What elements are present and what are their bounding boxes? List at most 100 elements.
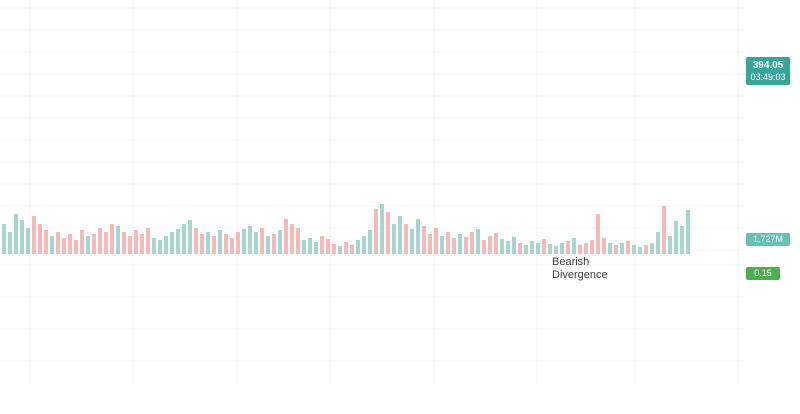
volume-bar [470,232,474,254]
volume-bar [218,230,222,254]
volume-bar [428,234,432,254]
last-price-badge: 394.05 03:49:03 [746,57,790,85]
volume-bar [614,245,618,254]
volume-bar [68,234,72,254]
volume-bar [350,245,354,254]
volume-bar [608,243,612,254]
volume-bar [260,228,264,254]
volume-bar [512,237,516,254]
volume-bar [152,238,156,254]
volume-bar [104,232,108,254]
volume-bar [158,240,162,254]
volume-bar [686,210,690,254]
volume-bar [200,234,204,254]
volume-bar [494,233,498,254]
volume-bar [224,234,228,254]
volume-bar [242,229,246,254]
volume-bar [128,236,132,254]
volume-bar [668,236,672,254]
volume-bar [446,232,450,254]
volume-bar [284,219,288,254]
volume-bar [254,232,258,254]
volume-bar [368,230,372,254]
volume-value-badge: 1.727M [746,233,790,246]
volume-bar [500,239,504,254]
volume-bar [674,221,678,254]
volume-bar [572,238,576,254]
volume-bar [146,228,150,254]
volume-bar [554,246,558,254]
volume-bar [410,229,414,254]
volume-bar [530,241,534,254]
volume-bar [332,244,336,254]
volume-bar [14,214,18,254]
volume-bar [362,236,366,254]
volume-bar [8,232,12,254]
last-price-value: 394.05 [752,60,784,72]
volume-bar [338,246,342,254]
volume-bar [74,240,78,254]
volume-bar [422,226,426,254]
volume-series [2,204,690,254]
volume-bar [536,243,540,254]
volume-bar [230,238,234,254]
volume-bar [356,240,360,254]
volume-bar [98,228,102,254]
volume-bar [2,224,6,254]
volume-bar [458,234,462,254]
volume-bar [656,232,660,254]
volume-bar [626,241,630,254]
volume-bar [176,229,180,254]
volume-bar [404,224,408,254]
volume-bar [122,232,126,254]
volume-bar [488,236,492,254]
volume-bar [206,232,210,254]
volume-bar [314,242,318,254]
volume-bar [392,224,396,254]
bearish-divergence-label[interactable]: Bearish Divergence [552,256,608,282]
volume-bar [452,238,456,254]
volume-bar [632,245,636,254]
volume-bar [506,241,510,254]
volume-bar [482,240,486,254]
volume-bar [194,228,198,254]
volume-bar [560,243,564,254]
volume-bar [32,216,36,254]
volume-bar [602,238,606,254]
volume-bar [620,243,624,254]
volume-bar [26,228,30,254]
volume-bar [290,224,294,254]
volume-bar [596,214,600,254]
volume-bar [272,234,276,254]
volume-bar [680,226,684,254]
volume-bar [80,230,84,254]
volume-bar [302,240,306,254]
volume-bar [296,228,300,254]
volume-bar [134,230,138,254]
volume-bar [344,242,348,254]
volume-bar [62,238,66,254]
volume-bar [92,234,96,254]
volume-bar [44,230,48,254]
volume-bar [50,236,54,254]
volume-bar [182,224,186,254]
volume-bar [578,245,582,254]
volume-bar [662,206,666,254]
volume-bar [140,234,144,254]
volume-bar [236,232,240,254]
volume-bar [440,236,444,254]
volume-bar [416,219,420,254]
volume-bar [164,236,168,254]
volume-bar [386,212,390,254]
volume-bar [518,243,522,254]
volume-bar [524,245,528,254]
volume-bar [434,228,438,254]
volume-bar [548,244,552,254]
volume-bar [116,226,120,254]
bar-countdown-timer: 03:49:03 [750,71,786,82]
volume-bar [542,239,546,254]
volume-bar [566,241,570,254]
volume-bar [638,247,642,254]
